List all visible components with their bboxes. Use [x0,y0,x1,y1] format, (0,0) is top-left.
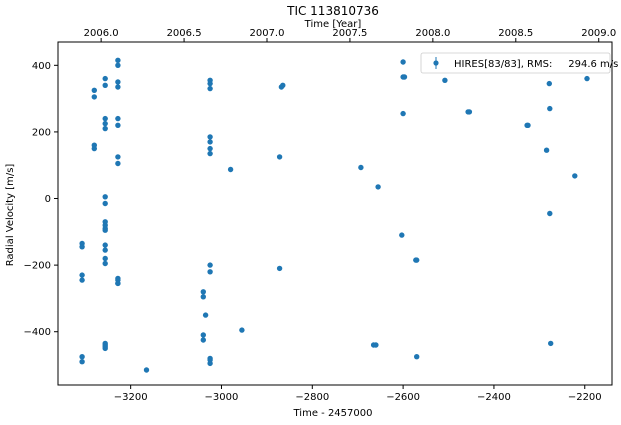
data-point [91,145,98,152]
data-point [79,354,85,360]
data-point [115,122,121,128]
legend: HIRES[83/83], RMS: 294.6 m/s [420,52,618,74]
legend-marker-icon [433,60,439,66]
data-point [442,77,448,84]
plot-area: −3200 −3000 −2800 −2600 −2400 −2200 −400 −200 0 2… [24,28,617,403]
data-point [79,244,85,250]
x-tick-label: −2600 [386,392,420,403]
x-tick-label: −2800 [295,392,329,403]
data-point [115,115,121,122]
data-point [102,242,108,248]
y-tick-label: −400 [24,327,51,338]
chart-title: TIC 113810736 [286,4,379,18]
data-point [414,354,420,360]
data-point [207,134,213,140]
data-point [207,85,213,92]
data-point [91,94,98,100]
data-point [401,74,408,80]
y-tick-label: 0 [45,194,51,205]
top-x-tick-label: 2007.5 [332,28,367,39]
data-point [207,357,213,363]
data-point [200,337,206,343]
x-tick-label: −3000 [205,392,239,403]
data-point [227,166,234,173]
data-point [572,173,578,179]
top-x-tick-label: 2006.5 [167,28,202,39]
data-point [207,139,213,145]
legend-box [420,52,611,74]
data-point [79,277,85,283]
data-point [358,164,364,171]
data-point [115,57,121,63]
y-tick-label: −200 [24,261,51,272]
data-point [102,82,108,89]
data-point [207,145,213,152]
data-point [207,80,213,87]
y-tick-label: 400 [32,61,51,72]
top-x-tick-label: 2008.5 [498,28,533,39]
data-point [200,294,206,300]
data-point [102,194,108,200]
data-point [202,312,209,318]
data-point [525,122,531,128]
data-point [548,340,554,347]
data-point [115,84,121,90]
data-point [207,262,213,268]
data-point [115,154,121,160]
data-point [547,210,553,217]
data-point [547,105,553,112]
data-point [543,147,550,153]
data-point [400,59,406,65]
data-point [79,359,85,365]
data-point [280,82,286,89]
data-point [276,154,283,160]
top-x-tick-label: 2007.0 [249,28,284,39]
data-point [115,79,121,85]
data-point [102,125,108,132]
top-x-tick-label: 2008.0 [415,28,450,39]
data-point [239,327,245,333]
data-point [102,344,108,350]
top-x-tick-label: 2006.0 [84,28,119,39]
data-point [399,232,405,238]
legend-label: HIRES[83/83], RMS: 294.6 m/s [454,59,618,70]
data-points [79,57,590,373]
data-point [102,75,108,82]
data-point [79,272,85,278]
data-point [200,332,206,338]
data-point [102,120,108,127]
data-point [373,342,379,348]
data-point [584,75,590,82]
plot-frame [57,41,613,386]
data-point [115,62,121,68]
data-point [102,227,108,233]
y-tick-label: 200 [32,127,51,138]
data-point [102,115,108,122]
top-x-axis-label: Time [Year] [304,19,362,30]
data-point [115,160,121,167]
y-axis-label: Radial Velocity [m/s] [5,164,16,267]
data-point [375,184,381,190]
x-tick-label: −2400 [477,392,511,403]
data-point [102,247,108,253]
data-point [115,280,121,287]
data-point [546,80,552,87]
data-point [91,87,98,94]
data-point [102,200,108,207]
data-point [414,257,420,263]
data-point [102,260,108,267]
data-point [143,367,150,373]
data-point [400,110,406,117]
data-point [466,109,473,115]
data-point [207,269,213,275]
data-point [276,265,283,272]
top-x-tick-label: 2009.0 [581,28,616,39]
data-point [200,289,206,295]
data-point [102,255,108,262]
data-point [207,150,213,157]
x-tick-label: −3200 [114,392,148,403]
x-tick-label: −2200 [568,392,602,403]
x-axis-label: Time - 2457000 [293,408,373,419]
